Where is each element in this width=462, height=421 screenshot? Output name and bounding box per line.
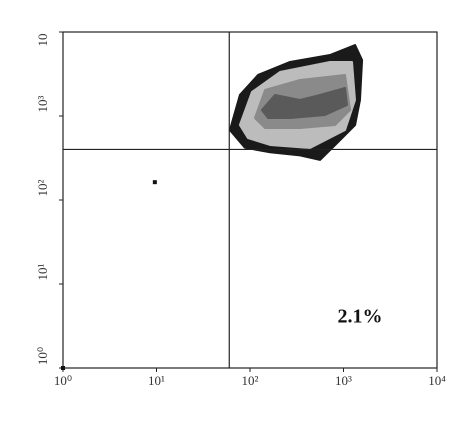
y-tick-label: 10 [35,34,50,47]
annotation: 2.1% [338,306,383,328]
x-tick-label: 10⁰ [54,373,72,388]
x-tick-label: 10¹ [148,373,165,388]
y-tick-label: 10⁰ [35,347,50,365]
y-tick-label: 10² [35,179,50,196]
density-contour [260,87,348,120]
event-dot [152,180,157,185]
event-dot [61,366,65,370]
y-tick-label: 10³ [35,95,50,112]
x-tick-label: 10³ [335,373,352,388]
y-tick-label: 10¹ [35,263,50,280]
x-tick-label: 10² [242,373,259,388]
x-tick-label: 10⁴ [428,373,446,388]
